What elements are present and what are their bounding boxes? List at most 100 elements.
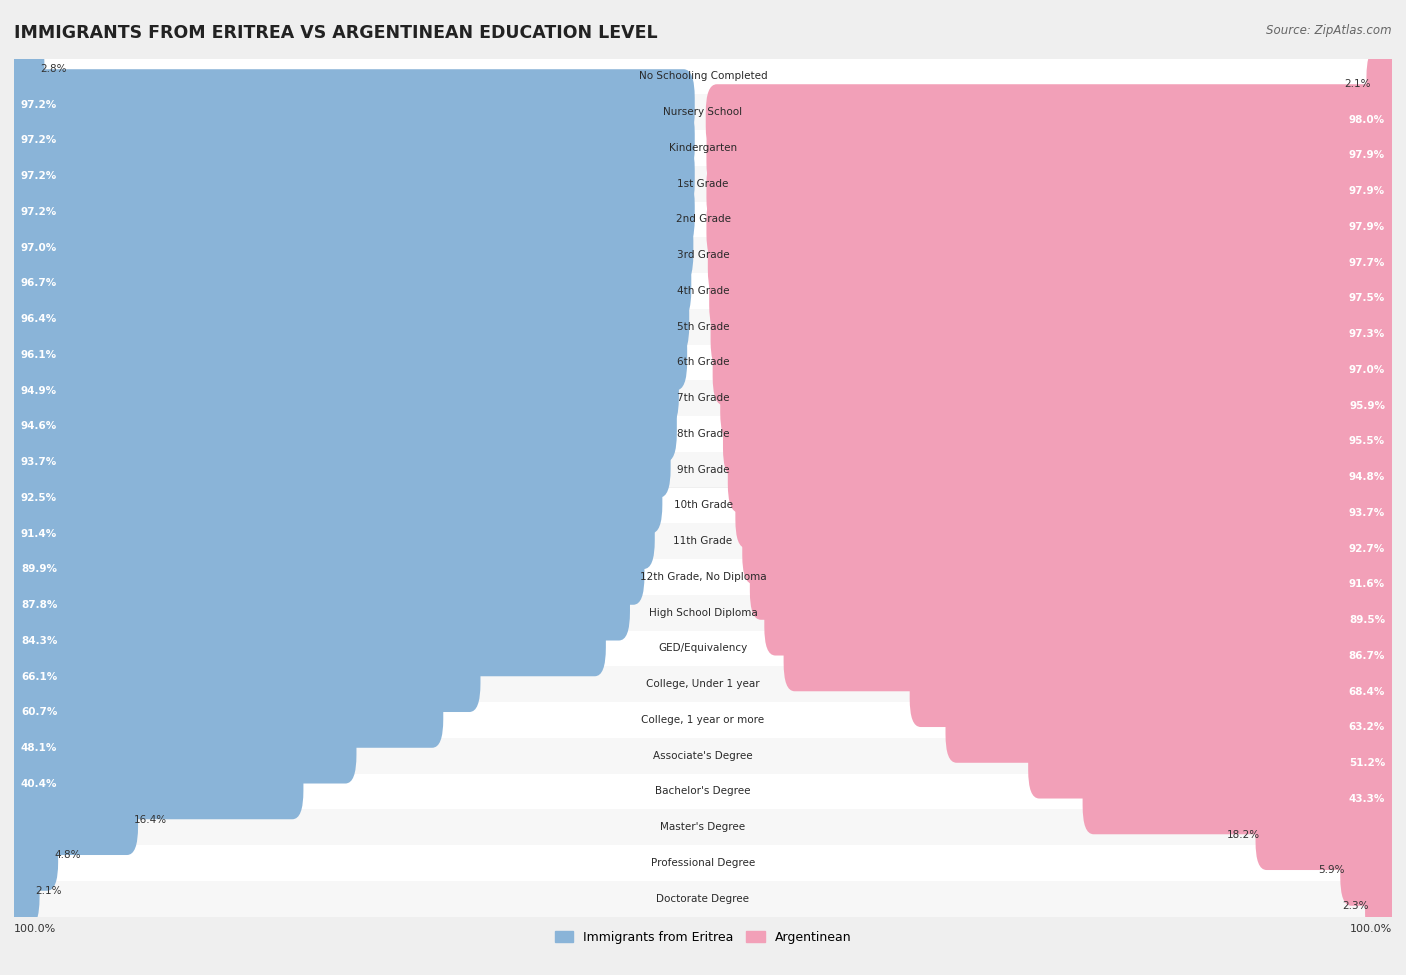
Text: College, Under 1 year: College, Under 1 year — [647, 680, 759, 689]
Bar — [14, 344, 1392, 380]
Text: 97.3%: 97.3% — [1348, 330, 1385, 339]
Bar — [14, 237, 1392, 273]
Text: 2nd Grade: 2nd Grade — [675, 214, 731, 224]
Text: 97.2%: 97.2% — [21, 172, 58, 181]
Text: 89.9%: 89.9% — [21, 565, 58, 574]
Bar — [14, 202, 1392, 237]
FancyBboxPatch shape — [910, 656, 1403, 727]
Text: 84.3%: 84.3% — [21, 636, 58, 645]
Bar — [14, 166, 1392, 202]
Text: 97.2%: 97.2% — [21, 99, 58, 109]
Text: Nursery School: Nursery School — [664, 107, 742, 117]
Text: High School Diploma: High School Diploma — [648, 607, 758, 617]
FancyBboxPatch shape — [3, 642, 481, 712]
Text: Bachelor's Degree: Bachelor's Degree — [655, 787, 751, 797]
FancyBboxPatch shape — [3, 784, 138, 855]
Text: 2.3%: 2.3% — [1343, 901, 1369, 911]
Bar — [14, 666, 1392, 702]
FancyBboxPatch shape — [3, 677, 443, 748]
Text: 100.0%: 100.0% — [14, 924, 56, 934]
Text: College, 1 year or more: College, 1 year or more — [641, 715, 765, 724]
FancyBboxPatch shape — [720, 370, 1403, 441]
Bar — [14, 309, 1392, 344]
Bar — [14, 559, 1392, 595]
Text: GED/Equivalency: GED/Equivalency — [658, 644, 748, 653]
FancyBboxPatch shape — [3, 105, 695, 176]
Text: 97.5%: 97.5% — [1348, 293, 1385, 303]
Text: 5.9%: 5.9% — [1317, 866, 1344, 876]
Text: 91.4%: 91.4% — [21, 528, 58, 538]
Text: Associate's Degree: Associate's Degree — [654, 751, 752, 760]
Text: 97.2%: 97.2% — [21, 207, 58, 216]
Text: 7th Grade: 7th Grade — [676, 393, 730, 403]
FancyBboxPatch shape — [3, 820, 58, 891]
Text: 97.9%: 97.9% — [1348, 150, 1385, 160]
Text: 5th Grade: 5th Grade — [676, 322, 730, 332]
FancyBboxPatch shape — [723, 406, 1403, 477]
Text: No Schooling Completed: No Schooling Completed — [638, 71, 768, 81]
FancyBboxPatch shape — [3, 69, 695, 140]
Text: 98.0%: 98.0% — [1348, 115, 1385, 125]
FancyBboxPatch shape — [3, 749, 304, 819]
Text: 97.0%: 97.0% — [1348, 365, 1385, 374]
FancyBboxPatch shape — [3, 33, 45, 104]
FancyBboxPatch shape — [3, 140, 695, 212]
FancyBboxPatch shape — [742, 513, 1403, 584]
FancyBboxPatch shape — [3, 355, 679, 426]
FancyBboxPatch shape — [3, 856, 39, 926]
FancyBboxPatch shape — [1083, 763, 1403, 835]
Text: 12th Grade, No Diploma: 12th Grade, No Diploma — [640, 572, 766, 582]
FancyBboxPatch shape — [1340, 835, 1403, 906]
FancyBboxPatch shape — [707, 227, 1403, 298]
Text: Source: ZipAtlas.com: Source: ZipAtlas.com — [1267, 24, 1392, 37]
FancyBboxPatch shape — [3, 569, 630, 641]
Text: 94.9%: 94.9% — [21, 386, 58, 396]
Text: 96.7%: 96.7% — [21, 279, 58, 289]
FancyBboxPatch shape — [1256, 800, 1403, 870]
Bar — [14, 524, 1392, 559]
Text: 4th Grade: 4th Grade — [676, 286, 730, 295]
Text: 66.1%: 66.1% — [21, 672, 58, 682]
Text: 40.4%: 40.4% — [21, 779, 58, 789]
Text: 93.7%: 93.7% — [21, 457, 58, 467]
FancyBboxPatch shape — [1028, 727, 1403, 799]
Text: IMMIGRANTS FROM ERITREA VS ARGENTINEAN EDUCATION LEVEL: IMMIGRANTS FROM ERITREA VS ARGENTINEAN E… — [14, 24, 658, 42]
Text: 93.7%: 93.7% — [1348, 508, 1385, 518]
Text: 16.4%: 16.4% — [134, 815, 167, 825]
Text: 87.8%: 87.8% — [21, 601, 58, 610]
Text: 43.3%: 43.3% — [1348, 794, 1385, 803]
FancyBboxPatch shape — [3, 176, 695, 248]
FancyBboxPatch shape — [713, 334, 1403, 406]
Text: 18.2%: 18.2% — [1226, 830, 1260, 839]
Text: 6th Grade: 6th Grade — [676, 358, 730, 368]
Bar — [14, 416, 1392, 451]
Bar — [14, 451, 1392, 488]
Bar — [14, 488, 1392, 524]
Text: 2.1%: 2.1% — [1344, 79, 1371, 89]
FancyBboxPatch shape — [706, 191, 1403, 262]
Text: 97.9%: 97.9% — [1348, 186, 1385, 196]
FancyBboxPatch shape — [706, 84, 1403, 155]
Text: 100.0%: 100.0% — [1350, 924, 1392, 934]
Text: 97.0%: 97.0% — [21, 243, 58, 253]
Bar — [14, 809, 1392, 845]
FancyBboxPatch shape — [3, 391, 676, 462]
Text: 95.9%: 95.9% — [1348, 401, 1385, 410]
FancyBboxPatch shape — [1367, 49, 1403, 119]
Text: 1st Grade: 1st Grade — [678, 178, 728, 188]
Text: 4.8%: 4.8% — [53, 850, 80, 860]
Text: 68.4%: 68.4% — [1348, 686, 1385, 696]
Bar — [14, 773, 1392, 809]
Bar — [14, 380, 1392, 416]
Text: 92.7%: 92.7% — [1348, 544, 1385, 554]
Bar — [14, 845, 1392, 880]
Text: Master's Degree: Master's Degree — [661, 822, 745, 832]
FancyBboxPatch shape — [710, 298, 1403, 370]
Text: 97.2%: 97.2% — [21, 136, 58, 145]
Text: 63.2%: 63.2% — [1348, 722, 1385, 732]
Text: 97.9%: 97.9% — [1348, 222, 1385, 232]
Text: 8th Grade: 8th Grade — [676, 429, 730, 439]
Bar — [14, 95, 1392, 130]
FancyBboxPatch shape — [945, 692, 1403, 762]
Bar — [14, 595, 1392, 631]
